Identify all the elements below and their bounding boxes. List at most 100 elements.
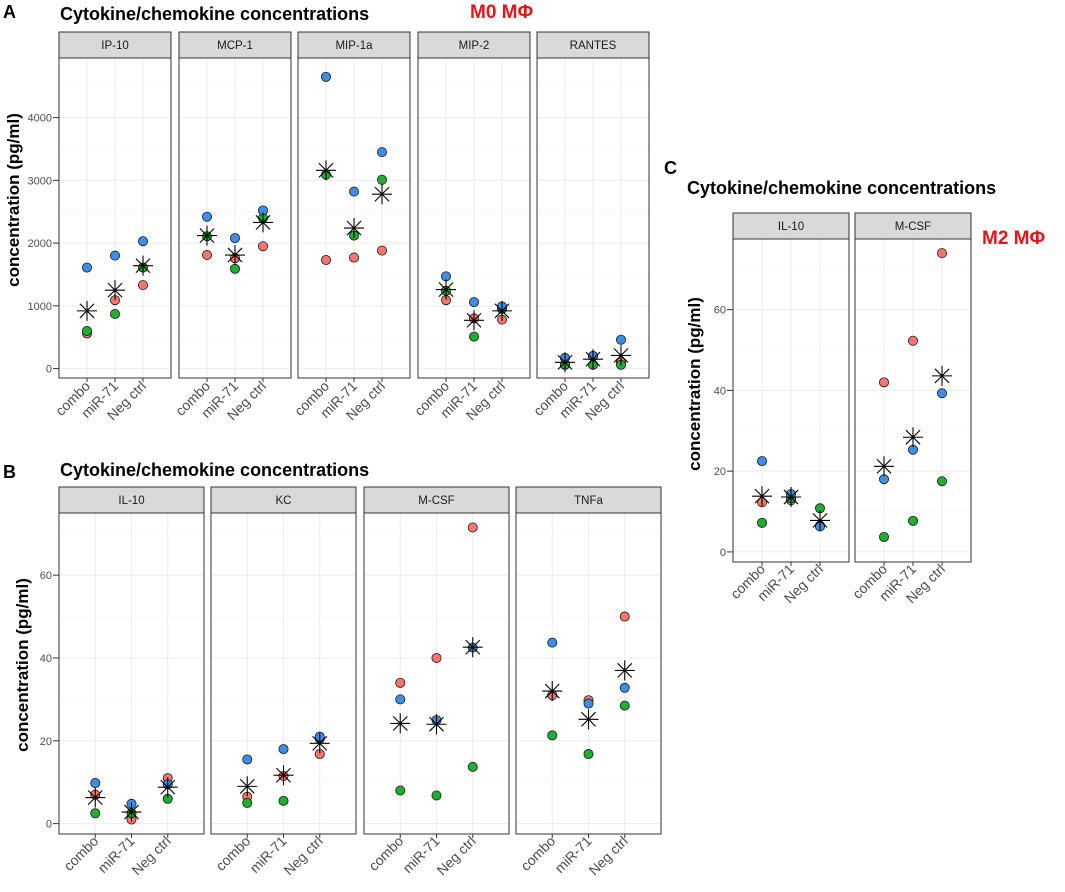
mean-marker xyxy=(273,765,294,786)
data-point-blue xyxy=(201,211,212,222)
y-axis-label-a: concentration (pg/ml) xyxy=(4,113,23,287)
x-tick-label: Neg ctrl xyxy=(280,833,325,878)
y-tick-label: 2000 xyxy=(28,238,52,250)
data-point-blue xyxy=(137,236,148,247)
y-axis-label-b: concentration (pg/ml) xyxy=(13,578,32,752)
mean-marker xyxy=(932,365,952,386)
data-point-red xyxy=(619,611,630,622)
mean-marker xyxy=(578,709,599,730)
mean-marker xyxy=(197,225,217,246)
mean-marker xyxy=(752,486,772,507)
x-tick-label: combo xyxy=(517,833,558,874)
data-point-green xyxy=(547,730,558,741)
data-point-red xyxy=(348,252,359,263)
facet-strip-label: M-CSF xyxy=(418,495,454,507)
data-point-blue xyxy=(90,778,101,789)
data-point-blue xyxy=(547,637,558,648)
y-tick-label: 60 xyxy=(40,570,52,582)
mean-marker xyxy=(781,486,801,507)
mean-marker xyxy=(464,310,484,331)
data-point-blue xyxy=(242,754,253,765)
data-point-blue xyxy=(468,297,479,308)
data-point-green xyxy=(90,808,101,819)
data-point-green xyxy=(110,308,121,319)
facet-strip xyxy=(536,31,650,59)
y-tick-label: 3000 xyxy=(28,175,52,187)
facet-strip-label: KC xyxy=(276,495,292,507)
facet-strip-label: RANTES xyxy=(570,40,617,52)
data-point-green xyxy=(278,795,289,806)
data-point-red xyxy=(137,280,148,291)
facet-strip xyxy=(58,31,172,59)
mean-marker xyxy=(157,777,178,798)
data-point-blue xyxy=(376,147,387,158)
data-point-green xyxy=(583,749,594,760)
mean-marker xyxy=(583,349,603,370)
facet-strip-label: MIP-2 xyxy=(459,40,490,52)
chart-title-c: Cytokine/chemokine concentrations xyxy=(687,178,996,198)
data-point-red xyxy=(320,255,331,266)
facet-strip xyxy=(363,486,510,514)
data-point-red xyxy=(879,377,890,388)
mean-marker xyxy=(542,681,563,702)
mean-marker xyxy=(316,160,336,181)
y-tick-label: 40 xyxy=(714,385,726,397)
facet-strip-label: M-CSF xyxy=(895,221,931,233)
mean-marker xyxy=(309,733,330,754)
data-point-red xyxy=(395,677,406,688)
macrophage-label-m0: M0 MΦ xyxy=(470,2,534,23)
chart-title-b: Cytokine/chemokine concentrations xyxy=(60,460,369,480)
y-tick-label: 20 xyxy=(40,736,52,748)
x-tick-label: combo xyxy=(212,833,253,874)
chart-title-a: Cytokine/chemokine concentrations xyxy=(60,4,369,24)
x-tick-label: Neg ctrl xyxy=(128,833,173,878)
mean-marker xyxy=(390,713,411,734)
data-point-red xyxy=(431,652,442,663)
facet-strip-label: IP-10 xyxy=(101,40,129,52)
mean-marker xyxy=(555,352,575,373)
facet-strip-label: MCP-1 xyxy=(217,40,253,52)
mean-marker xyxy=(426,714,447,735)
y-tick-label: 1000 xyxy=(28,301,52,313)
mean-marker xyxy=(253,212,273,233)
mean-marker xyxy=(225,245,245,266)
data-point-green xyxy=(395,785,406,796)
data-point-green xyxy=(82,325,93,336)
data-point-blue xyxy=(937,388,948,399)
facet-strip-label: IL-10 xyxy=(778,221,804,233)
mean-marker xyxy=(105,280,125,301)
mean-marker xyxy=(121,802,142,823)
facet-strip xyxy=(178,31,292,59)
data-point-blue xyxy=(229,233,240,244)
facet-strip xyxy=(297,31,411,59)
facet-strip xyxy=(58,486,205,514)
mean-marker xyxy=(810,510,830,531)
y-tick-label: 0 xyxy=(46,364,52,376)
data-point-green xyxy=(229,263,240,274)
mean-marker xyxy=(614,660,635,681)
data-point-blue xyxy=(583,698,594,709)
y-tick-label: 60 xyxy=(714,305,726,317)
panel-label-a: A xyxy=(3,2,16,22)
data-point-green xyxy=(908,515,919,526)
data-point-green xyxy=(619,700,630,711)
data-point-red xyxy=(201,250,212,261)
panel-label-b: B xyxy=(3,462,16,482)
data-point-green xyxy=(242,797,253,808)
facet-strip xyxy=(515,486,662,514)
y-axis-label-c: concentration (pg/ml) xyxy=(685,297,704,471)
data-point-blue xyxy=(395,694,406,705)
data-point-red xyxy=(908,335,919,346)
mean-marker xyxy=(874,456,894,477)
facet-strip xyxy=(210,486,357,514)
